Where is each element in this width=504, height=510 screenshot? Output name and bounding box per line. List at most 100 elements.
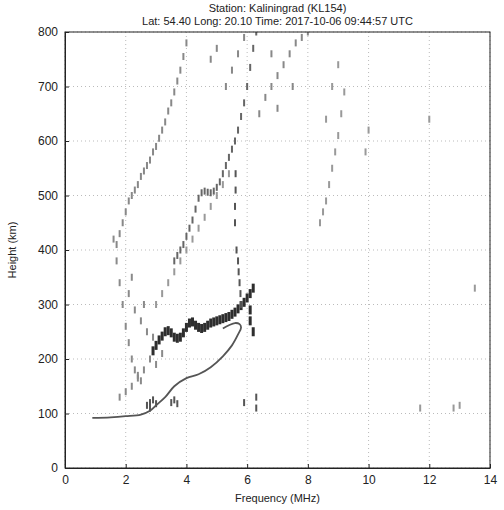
- grid: [65, 32, 490, 468]
- echo-point: [240, 113, 242, 120]
- echo-point: [158, 335, 161, 344]
- echo-point: [237, 257, 239, 264]
- echo-point: [252, 45, 254, 52]
- echo-point: [131, 383, 133, 390]
- echo-point: [176, 78, 178, 85]
- echo-point: [222, 170, 224, 177]
- echo-point: [167, 108, 169, 115]
- echo-point: [453, 405, 455, 412]
- echo-point: [155, 341, 158, 350]
- echo-point: [210, 189, 212, 196]
- echo-point: [167, 279, 169, 286]
- echo-point: [252, 284, 255, 293]
- echo-point: [289, 50, 291, 57]
- echo-point: [195, 206, 197, 213]
- echo-point: [212, 317, 215, 326]
- echo-point: [210, 56, 212, 63]
- y-axis-title: Height (km): [6, 222, 18, 279]
- tick-mark: [429, 464, 430, 468]
- echo-point: [234, 138, 236, 145]
- echo-point: [249, 305, 252, 314]
- title: Station: Kaliningrad (KL154): [209, 2, 347, 14]
- echo-point: [292, 83, 294, 90]
- grid-line: [65, 250, 490, 251]
- echo-point: [185, 247, 187, 254]
- echo-point: [210, 203, 212, 210]
- echo-point: [146, 162, 148, 169]
- echo-point: [134, 306, 136, 313]
- echo-point: [218, 315, 221, 324]
- echo-point: [224, 313, 227, 322]
- echo-point: [213, 188, 215, 195]
- tick-mark: [369, 464, 370, 468]
- echo-point: [319, 219, 321, 226]
- echo-point: [237, 50, 239, 57]
- echo-point: [176, 252, 178, 259]
- echo-point: [237, 304, 240, 313]
- echo-point: [231, 146, 233, 153]
- echo-point: [164, 118, 166, 125]
- echo-point: [216, 45, 218, 52]
- tick: 600: [38, 134, 69, 148]
- tick: 8: [305, 464, 312, 487]
- tick-label: 200: [38, 352, 58, 366]
- echo-point: [146, 328, 148, 335]
- echo-point: [143, 167, 145, 174]
- echo-point: [215, 316, 218, 325]
- echo-point: [243, 99, 245, 106]
- echo-point: [173, 88, 175, 95]
- echo-point: [270, 50, 272, 57]
- echo-point: [246, 83, 248, 90]
- echo-point: [192, 236, 194, 243]
- echo-point: [179, 257, 181, 264]
- plot: 024681012140100200300400500600700800: [38, 25, 498, 486]
- echo-point: [340, 110, 342, 117]
- echo-point: [140, 377, 142, 384]
- echo-point: [176, 400, 178, 407]
- tick-label: 8: [305, 473, 312, 487]
- echo-point: [113, 236, 115, 243]
- tick-label: 500: [38, 189, 58, 203]
- echo-point: [179, 67, 181, 74]
- echo-point: [198, 225, 200, 232]
- tick-mark: [126, 464, 127, 468]
- echo-point: [137, 375, 139, 382]
- echo-point: [198, 195, 200, 202]
- echo-point: [258, 110, 260, 117]
- echo-point: [161, 332, 164, 341]
- echo-point: [246, 293, 249, 302]
- echo-point: [176, 334, 179, 343]
- echo-point: [295, 39, 297, 46]
- echo-point: [134, 187, 136, 194]
- tick: 12: [423, 464, 437, 487]
- echo-point: [243, 399, 245, 406]
- tick-mark: [308, 464, 309, 468]
- tick-mark: [65, 305, 69, 306]
- echo-point: [179, 333, 182, 342]
- echo-point: [243, 298, 246, 307]
- echo-point: [307, 32, 309, 36]
- subtitle: Lat: 54.40 Long: 20.10 Time: 2017-10-06 …: [142, 15, 413, 27]
- grid-line: [368, 32, 369, 468]
- echo-point: [249, 64, 251, 71]
- tick: 6: [244, 464, 251, 487]
- echo-point: [252, 327, 255, 336]
- tick-label: 12: [423, 473, 437, 487]
- echo-point: [234, 203, 236, 210]
- y-axis: 0100200300400500600700800: [38, 25, 69, 475]
- echo-point: [182, 53, 184, 60]
- echo-point: [334, 148, 336, 155]
- tick-label: 0: [51, 461, 58, 475]
- echo-point: [164, 327, 167, 336]
- echo-point: [459, 402, 461, 409]
- echo-point: [322, 208, 324, 215]
- echo-point: [155, 143, 157, 150]
- echo-point: [128, 290, 130, 297]
- tick-label: 400: [38, 243, 58, 257]
- echo-point: [231, 67, 233, 74]
- tick-mark: [65, 359, 69, 360]
- profile-line: [92, 323, 241, 418]
- echo-point: [161, 350, 163, 357]
- tick-label: 6: [244, 473, 251, 487]
- frame: [65, 32, 490, 468]
